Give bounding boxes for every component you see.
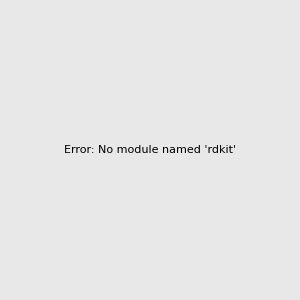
Text: Error: No module named 'rdkit': Error: No module named 'rdkit'	[64, 145, 236, 155]
